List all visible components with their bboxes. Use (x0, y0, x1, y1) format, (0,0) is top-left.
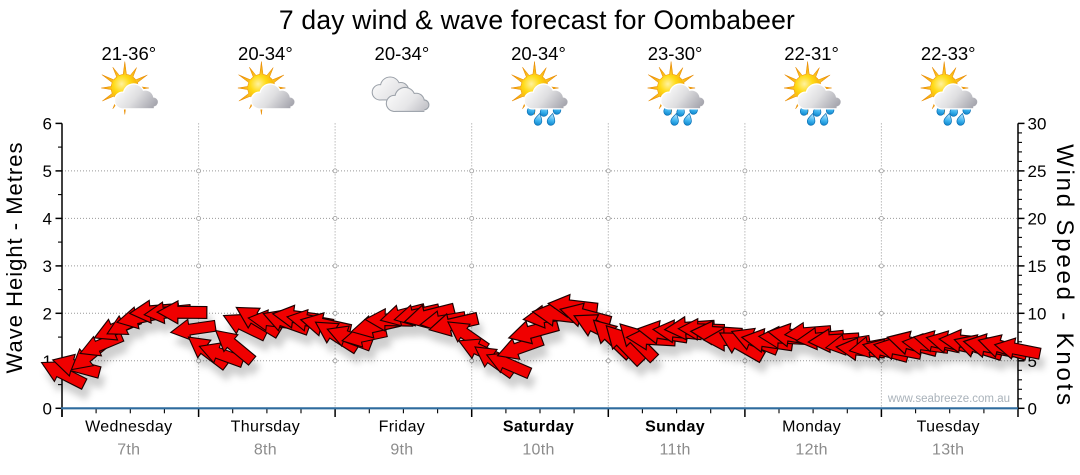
svg-text:Sunday: Sunday (645, 419, 705, 436)
svg-text:1: 1 (43, 352, 52, 371)
svg-text:0: 0 (43, 399, 52, 418)
svg-text:20: 20 (1028, 209, 1047, 228)
svg-text:Thursday: Thursday (231, 419, 301, 436)
svg-text:0: 0 (1028, 399, 1037, 418)
svg-text:6: 6 (43, 114, 52, 133)
svg-text:20-34°: 20-34° (238, 43, 293, 64)
svg-text:Tuesday: Tuesday (917, 419, 980, 436)
svg-text:Wednesday: Wednesday (85, 419, 172, 436)
svg-text:13th: 13th (932, 442, 964, 459)
svg-text:25: 25 (1028, 162, 1047, 181)
svg-text:7 day wind & wave forecast for: 7 day wind & wave forecast for Oombabeer (279, 5, 795, 35)
svg-text:Friday: Friday (379, 419, 426, 436)
svg-text:11th: 11th (660, 442, 691, 459)
svg-text:www.seabreeze.com.au: www.seabreeze.com.au (887, 393, 1010, 405)
svg-text:7th: 7th (117, 442, 140, 459)
svg-text:30: 30 (1028, 114, 1047, 133)
svg-text:10: 10 (1028, 304, 1047, 323)
svg-text:5: 5 (1028, 352, 1037, 371)
svg-text:21-36°: 21-36° (101, 43, 156, 64)
svg-text:23-30°: 23-30° (648, 43, 703, 64)
svg-text:20-34°: 20-34° (511, 43, 566, 64)
svg-text:8th: 8th (254, 442, 277, 459)
svg-text:Saturday: Saturday (503, 419, 574, 436)
svg-text:Wave Height - Metres: Wave Height - Metres (2, 142, 27, 374)
svg-text:15: 15 (1028, 257, 1047, 276)
svg-text:5: 5 (43, 162, 52, 181)
svg-text:2: 2 (43, 304, 52, 323)
svg-text:Monday: Monday (782, 419, 841, 436)
svg-text:4: 4 (43, 209, 52, 228)
svg-text:10th: 10th (522, 442, 554, 459)
svg-text:22-33°: 22-33° (921, 43, 976, 64)
svg-text:22-31°: 22-31° (784, 43, 839, 64)
svg-text:9th: 9th (390, 442, 413, 459)
svg-text:12th: 12th (795, 442, 827, 459)
svg-text:Wind Speed - Knots: Wind Speed - Knots (1051, 144, 1078, 408)
svg-text:20-34°: 20-34° (375, 43, 430, 64)
svg-text:3: 3 (43, 257, 52, 276)
